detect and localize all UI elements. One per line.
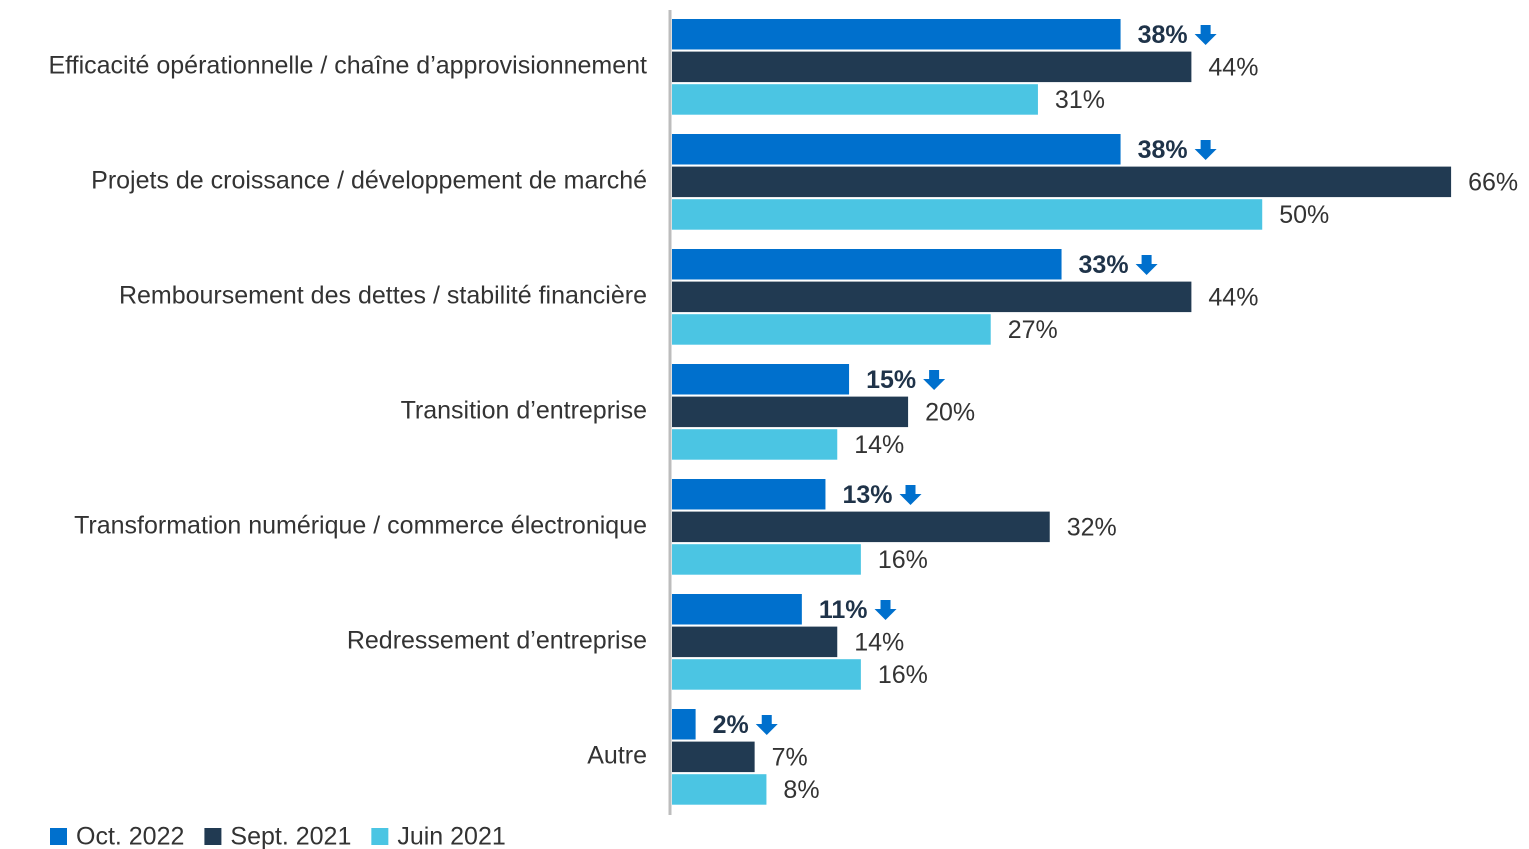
down-arrow bbox=[1194, 25, 1217, 45]
value-label: 20% bbox=[925, 398, 975, 426]
bar bbox=[672, 709, 696, 740]
bar bbox=[672, 134, 1121, 165]
value-label: 16% bbox=[878, 546, 928, 574]
bar bbox=[672, 741, 755, 773]
down-arrow bbox=[1194, 140, 1217, 160]
bar bbox=[672, 84, 1038, 115]
down-arrow bbox=[874, 600, 897, 620]
bar bbox=[672, 479, 826, 510]
down-arrow bbox=[755, 715, 778, 735]
legend-swatch bbox=[204, 828, 222, 845]
bar bbox=[672, 249, 1062, 280]
category-label: Efficacité opérationnelle / chaîne d’app… bbox=[48, 51, 647, 79]
legend-label: Juin 2021 bbox=[397, 823, 505, 849]
bar bbox=[672, 659, 861, 690]
bar bbox=[672, 429, 838, 460]
bar bbox=[672, 51, 1192, 83]
value-label: 11% bbox=[819, 596, 868, 624]
legend-label: Sept. 2021 bbox=[230, 823, 351, 849]
value-label: 14% bbox=[854, 431, 904, 459]
value-label: 31% bbox=[1055, 86, 1105, 114]
category-label: Autre bbox=[587, 741, 647, 769]
category-label: Projets de croissance / développement de… bbox=[91, 166, 647, 194]
value-label: 13% bbox=[842, 481, 892, 509]
down-arrow bbox=[1135, 255, 1158, 275]
bar bbox=[672, 511, 1050, 543]
value-label: 7% bbox=[772, 743, 808, 771]
value-label: 44% bbox=[1208, 53, 1258, 81]
bar bbox=[672, 626, 838, 658]
category-label: Transformation numérique / commerce élec… bbox=[74, 511, 647, 539]
bar bbox=[672, 594, 802, 625]
value-label: 33% bbox=[1079, 251, 1129, 279]
value-label: 38% bbox=[1138, 21, 1188, 49]
legend-label: Oct. 2022 bbox=[76, 823, 184, 849]
bar bbox=[672, 281, 1192, 313]
value-label: 50% bbox=[1279, 201, 1329, 229]
value-label: 44% bbox=[1208, 283, 1258, 311]
value-label: 8% bbox=[783, 776, 819, 804]
bar bbox=[672, 314, 991, 345]
category-label: Transition d’entreprise bbox=[401, 396, 647, 424]
legend-swatch bbox=[50, 828, 67, 845]
bar bbox=[672, 166, 1452, 198]
bar bbox=[672, 19, 1121, 50]
category-label: Remboursement des dettes / stabilité fin… bbox=[119, 281, 647, 309]
value-label: 14% bbox=[854, 628, 904, 656]
category-label: Redressement d’entreprise bbox=[347, 626, 647, 654]
bar bbox=[672, 544, 861, 575]
value-label: 2% bbox=[713, 711, 749, 739]
value-label: 32% bbox=[1067, 513, 1117, 541]
bar bbox=[672, 199, 1263, 230]
value-label: 66% bbox=[1468, 168, 1518, 196]
down-arrow bbox=[899, 485, 922, 505]
down-arrow bbox=[923, 370, 946, 390]
value-label: 27% bbox=[1008, 316, 1058, 344]
bar bbox=[672, 364, 850, 395]
value-label: 38% bbox=[1138, 136, 1188, 164]
bar bbox=[672, 396, 909, 428]
legend-swatch bbox=[371, 828, 389, 845]
bar bbox=[672, 774, 767, 805]
value-label: 16% bbox=[878, 661, 928, 689]
value-label: 15% bbox=[866, 366, 916, 394]
